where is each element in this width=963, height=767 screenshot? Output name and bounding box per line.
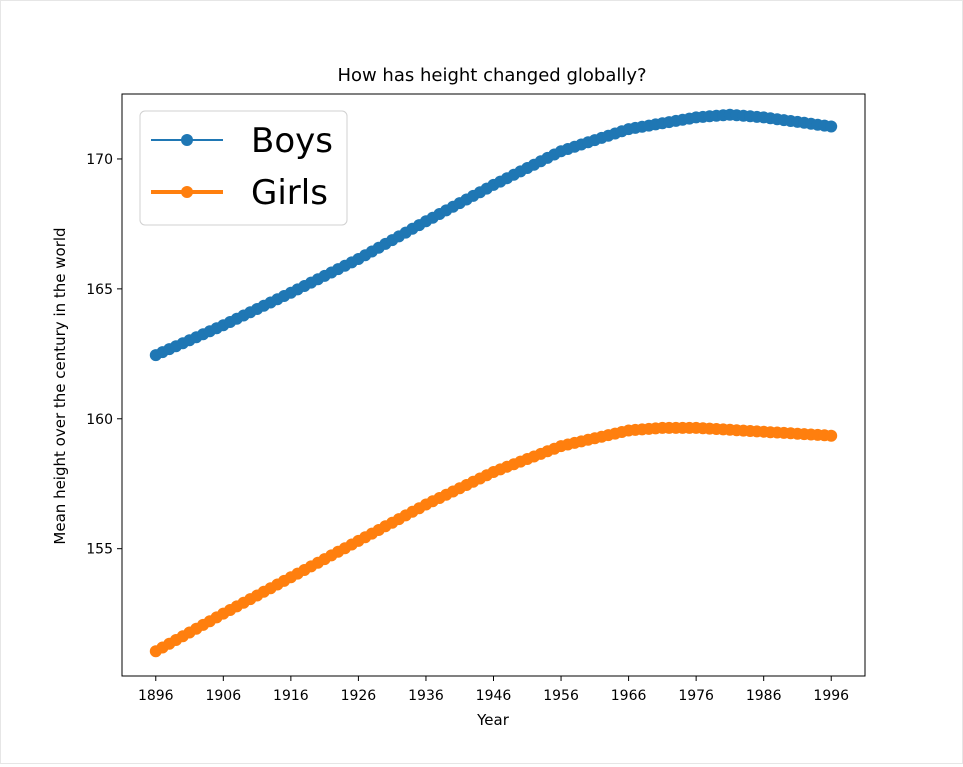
- series-layer: [149, 108, 838, 658]
- legend-marker-girls: [181, 186, 193, 198]
- data-point-girls: [825, 429, 838, 442]
- y-tick-label: 155: [86, 542, 113, 558]
- x-tick-label: 1976: [678, 688, 714, 704]
- legend-entry-boys: Boys: [151, 121, 333, 161]
- y-tick-label: 170: [86, 152, 113, 168]
- y-tick-label: 160: [86, 412, 113, 428]
- x-tick-label: 1916: [273, 688, 309, 704]
- y-tick-label: 165: [86, 282, 113, 298]
- series-boys: [149, 108, 838, 362]
- data-point-boys: [825, 120, 838, 133]
- legend: Boys Girls: [139, 110, 348, 226]
- x-tick-label: 1946: [476, 688, 512, 704]
- legend-label-boys: Boys: [251, 121, 333, 161]
- x-axis-title: Year: [476, 711, 510, 729]
- x-tick-label: 1906: [205, 688, 241, 704]
- series-girls: [149, 421, 838, 658]
- y-axis-ticks: 155 160 165 170: [86, 152, 122, 558]
- x-tick-label: 1966: [611, 688, 647, 704]
- legend-entry-girls: Girls: [151, 173, 328, 213]
- x-tick-label: 1926: [341, 688, 377, 704]
- legend-marker-boys: [181, 134, 193, 146]
- x-axis-ticks: 1896 1906 1916 1926 1936 1946 1956 1966 1976 1986…: [138, 676, 849, 704]
- y-axis-title: Mean height over the century in the worl…: [51, 227, 69, 544]
- chart-title: How has height changed globally?: [337, 65, 646, 86]
- x-tick-label: 1996: [813, 688, 849, 704]
- plot-area: 1896 1906 1916 1926 1936 1946 1956 1966 1976 1986…: [86, 93, 866, 704]
- legend-label-girls: Girls: [251, 173, 328, 213]
- x-tick-label: 1956: [543, 688, 579, 704]
- x-tick-label: 1986: [746, 688, 782, 704]
- x-tick-label: 1936: [408, 688, 444, 704]
- x-tick-label: 1896: [138, 688, 174, 704]
- series-line-girls: [154, 425, 832, 654]
